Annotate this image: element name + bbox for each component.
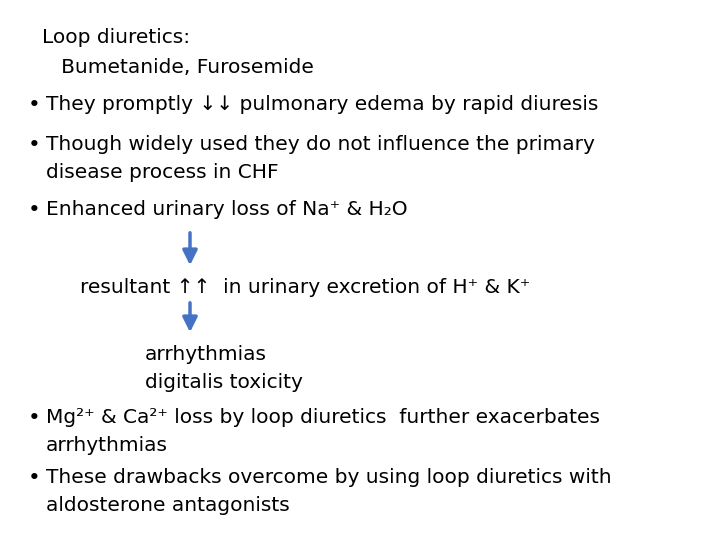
Text: •: • <box>28 200 41 220</box>
Text: Loop diuretics:: Loop diuretics: <box>42 28 190 47</box>
Text: •: • <box>28 408 41 428</box>
Text: •: • <box>28 135 41 155</box>
Text: •: • <box>28 95 41 115</box>
Text: Bumetanide, Furosemide: Bumetanide, Furosemide <box>42 58 314 77</box>
Text: disease process in CHF: disease process in CHF <box>46 163 279 182</box>
Text: aldosterone antagonists: aldosterone antagonists <box>46 496 289 515</box>
Text: They promptly ↓↓ pulmonary edema by rapid diuresis: They promptly ↓↓ pulmonary edema by rapi… <box>46 95 598 114</box>
Text: arrhythmias: arrhythmias <box>46 436 168 455</box>
Text: These drawbacks overcome by using loop diuretics with: These drawbacks overcome by using loop d… <box>46 468 611 487</box>
Text: •: • <box>28 468 41 488</box>
Text: resultant ↑↑  in urinary excretion of H⁺ & K⁺: resultant ↑↑ in urinary excretion of H⁺ … <box>80 278 530 297</box>
Text: Enhanced urinary loss of Na⁺ & H₂O: Enhanced urinary loss of Na⁺ & H₂O <box>46 200 408 219</box>
Text: Though widely used they do not influence the primary: Though widely used they do not influence… <box>46 135 595 154</box>
Text: Mg²⁺ & Ca²⁺ loss by loop diuretics  further exacerbates: Mg²⁺ & Ca²⁺ loss by loop diuretics furth… <box>46 408 600 427</box>
Text: digitalis toxicity: digitalis toxicity <box>145 373 303 392</box>
Text: arrhythmias: arrhythmias <box>145 345 267 364</box>
